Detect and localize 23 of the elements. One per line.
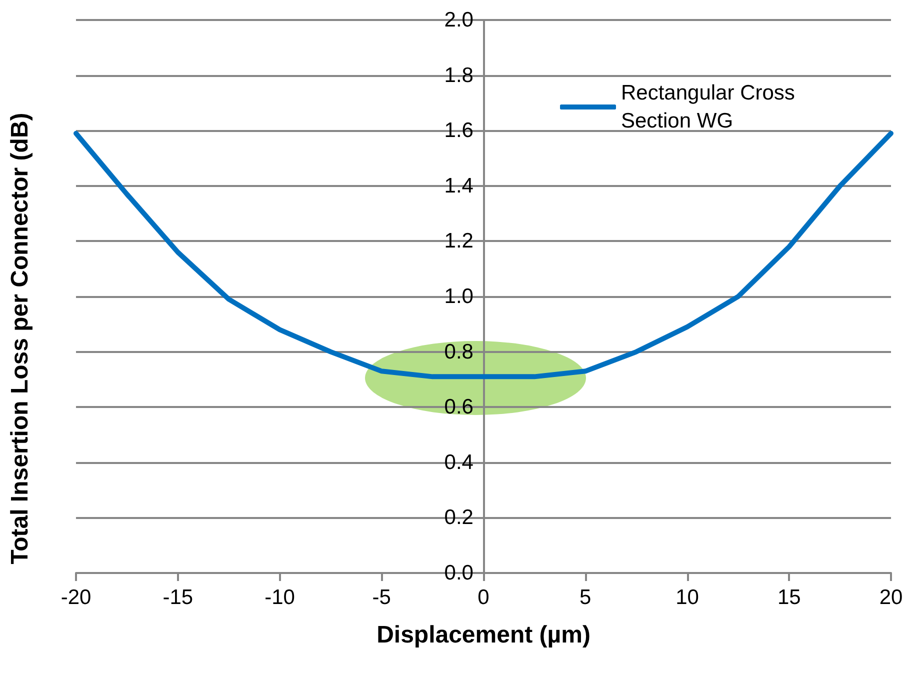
y-tick-label: 1.0: [444, 285, 474, 308]
x-tick-label: 0: [478, 586, 490, 609]
y-tick-label: 0.0: [444, 562, 474, 584]
x-tick-label: -15: [162, 586, 194, 609]
y-tick-label: 1.4: [444, 174, 474, 198]
x-tick-label: -5: [372, 586, 391, 609]
x-tick-label: -10: [264, 586, 295, 609]
y-axis-title: Total Insertion Loss per Connector (dB): [6, 112, 34, 564]
x-tick-label: -20: [60, 586, 92, 609]
x-tick-label: 5: [580, 586, 592, 609]
y-tick-label: 1.2: [444, 230, 474, 253]
legend-label: Rectangular Cross Section WG: [621, 82, 801, 132]
y-tick-label: 0.2: [444, 506, 474, 530]
x-tick-label: 20: [879, 586, 903, 609]
x-axis-title: Displacement (µm): [376, 622, 590, 648]
x-tick-label: 10: [676, 586, 699, 609]
y-tick-label: 1.8: [444, 64, 474, 87]
y-tick-label: 0.4: [444, 450, 474, 474]
y-tick-label: 1.6: [444, 119, 474, 142]
y-tick-label: 2.0: [444, 8, 474, 32]
y-tick-label: 0.8: [444, 340, 474, 364]
x-tick-label: 15: [777, 586, 801, 609]
y-tick-label: 0.6: [444, 396, 474, 419]
